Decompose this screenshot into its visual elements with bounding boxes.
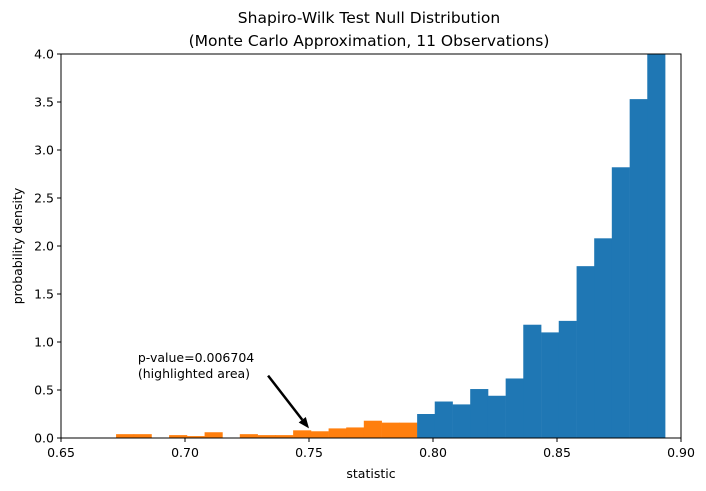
histogram-bar-1-3 — [470, 389, 489, 438]
y-tick-label: 2.5 — [34, 191, 54, 206]
histogram-bar-0-13 — [381, 422, 400, 438]
x-tick-label: 0.65 — [47, 445, 75, 460]
x-axis-label: statistic — [346, 466, 395, 481]
histogram-bar-0-7 — [275, 435, 294, 438]
histogram-bar-1-11 — [611, 167, 630, 438]
y-axis-label: probability density — [10, 187, 25, 304]
x-tick-label: 0.85 — [543, 445, 571, 460]
axis-ticks: 0.65 0.70 0.75 0.80 0.85 0.90 0.0 0.5 1.0 1.5 2.0 2… — [34, 47, 695, 461]
x-tick-label: 0.90 — [667, 445, 695, 460]
annotation-line-1: p-value=0.006704 — [138, 350, 254, 365]
chart-subtitle: (Monte Carlo Approximation, 11 Observati… — [189, 32, 550, 50]
annotation-arrow-head — [298, 416, 309, 429]
histogram-bar-0-8 — [293, 430, 312, 438]
plot-frame — [60, 53, 682, 439]
y-tick-label: 4.0 — [34, 47, 54, 62]
histogram-bar-0-10 — [328, 428, 347, 438]
y-tick-label: 0.0 — [34, 431, 54, 446]
histogram-bar-0-5 — [239, 434, 258, 438]
histogram-bar-0-1 — [133, 434, 152, 438]
histogram-bar-1-10 — [594, 238, 613, 438]
histogram-bar-1-2 — [452, 404, 471, 438]
y-tick-label: 3.5 — [34, 95, 54, 110]
histogram-bar-1-8 — [558, 320, 577, 438]
histogram-bar-0-12 — [363, 420, 382, 438]
histogram-bar-0-4 — [204, 432, 223, 438]
x-tick-label: 0.80 — [419, 445, 447, 460]
histogram-bar-1-9 — [576, 266, 595, 438]
histogram-bar-1-0 — [417, 414, 436, 438]
histogram-bar-1-6 — [523, 324, 542, 438]
histogram-bar-0-11 — [346, 427, 365, 438]
histogram-bar-0-14 — [399, 422, 418, 438]
histogram-bar-1-5 — [505, 378, 524, 438]
chart-title: Shapiro-Wilk Test Null Distribution — [238, 9, 500, 27]
y-tick-label: 0.5 — [34, 383, 54, 398]
histogram-bars — [116, 54, 666, 439]
p-value-annotation: p-value=0.006704 (highlighted area) — [138, 350, 309, 429]
histogram-bar-1-7 — [541, 332, 560, 438]
y-tick-label: 3.0 — [34, 143, 54, 158]
histogram-bar-1-1 — [434, 401, 453, 438]
histogram-bar-1-4 — [487, 395, 506, 438]
histogram-bar-0-9 — [310, 431, 329, 438]
histogram-bar-1-13 — [647, 54, 666, 438]
y-tick-label: 2.0 — [34, 239, 54, 254]
histogram-bar-0-0 — [116, 434, 135, 438]
histogram-bar-1-12 — [629, 99, 648, 439]
x-tick-label: 0.70 — [171, 445, 199, 460]
annotation-arrow-shaft — [267, 374, 304, 421]
y-tick-label: 1.0 — [34, 335, 54, 350]
y-tick-label: 1.5 — [34, 287, 54, 302]
x-tick-label: 0.75 — [295, 445, 323, 460]
annotation-line-2: (highlighted area) — [138, 366, 250, 381]
histogram-bar-0-2 — [169, 435, 188, 438]
histogram-bar-0-6 — [257, 435, 276, 438]
histogram-bar-0-3 — [186, 436, 205, 438]
